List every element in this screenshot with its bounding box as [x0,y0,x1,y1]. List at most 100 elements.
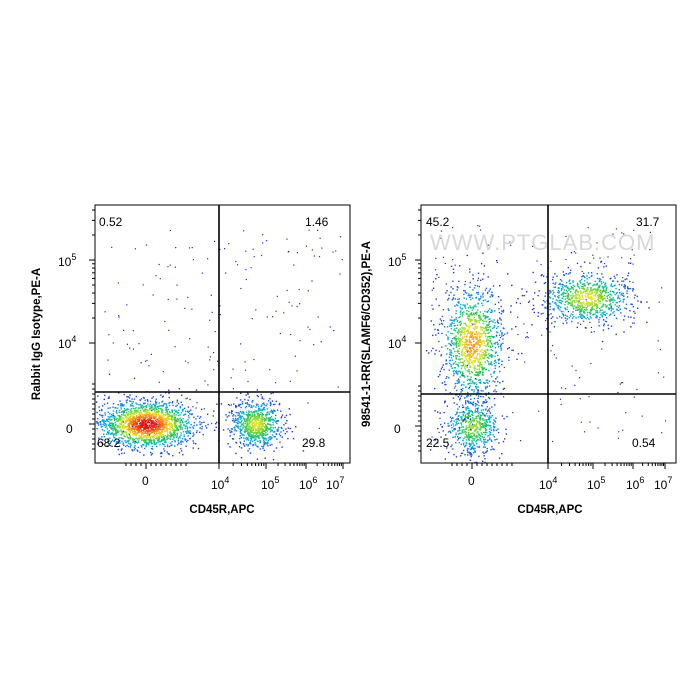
event-point [486,326,488,329]
event-point [254,438,256,441]
event-point [458,321,461,324]
event-point [457,332,459,335]
event-point [104,423,107,425]
event-point [470,402,472,405]
event-point [186,410,189,412]
event-point [146,426,148,428]
event-point [130,410,132,413]
event-point [187,411,190,413]
event-point [483,424,485,427]
event-point [615,292,618,295]
event-point [252,440,254,443]
event-point [116,441,118,443]
event-point [428,352,430,354]
event-point [491,375,493,378]
event-point [450,265,453,268]
event-point [123,411,125,413]
event-point [97,395,99,397]
event-point [500,313,503,315]
event-point [160,424,163,427]
event-point [214,240,216,242]
event-point [142,418,144,420]
event-point [460,367,463,369]
event-point [117,424,119,427]
event-point [485,354,487,357]
event-point [251,431,254,434]
event-point [490,431,492,434]
event-point [599,291,602,294]
event-point [164,419,167,421]
event-point [500,347,502,349]
event-point [634,312,636,314]
event-point [259,413,261,416]
event-point [581,313,583,316]
event-point [185,425,187,427]
event-point [480,342,483,344]
event-point [144,418,146,421]
event-point [473,352,475,354]
event-point [197,415,199,417]
event-point [462,449,465,452]
event-point [100,442,103,444]
event-point [124,414,126,417]
event-point [245,250,247,252]
event-point [260,434,262,436]
event-point [476,326,479,328]
event-point [550,317,553,319]
event-point [270,438,272,440]
event-point [474,367,476,369]
event-point [599,311,601,313]
event-point [186,429,188,431]
event-point [122,429,125,432]
event-point [135,412,137,414]
event-point [479,366,481,368]
event-point [502,309,505,312]
event-point [107,424,109,426]
event-point [266,316,268,318]
event-point [471,325,473,327]
event-point [169,431,171,433]
event-point [480,340,482,342]
event-point [622,295,625,297]
event-point [579,302,582,304]
event-point [471,412,474,414]
event-point [241,412,243,414]
event-point [579,308,581,310]
event-point [132,348,134,350]
event-point [173,418,176,420]
event-point [186,432,188,435]
event-point [458,339,461,342]
event-point [468,409,471,411]
event-point [171,440,173,443]
event-point [552,298,554,300]
event-point [150,441,153,444]
event-point [484,428,487,430]
event-point [253,444,255,446]
event-point [454,371,457,373]
event-point [175,419,177,421]
event-point [551,322,553,324]
event-point [485,345,487,347]
event-point [455,312,457,315]
event-point [562,271,564,273]
event-point [489,340,491,342]
event-point [494,347,497,349]
event-point [175,422,177,424]
event-point [278,402,281,405]
event-point [470,378,472,380]
event-point [458,428,461,430]
event-point [481,433,483,435]
event-point [465,357,468,360]
event-point [461,352,463,354]
event-point [566,291,569,293]
event-point [165,403,168,405]
event-point [568,297,571,299]
event-point [110,419,112,421]
event-point [465,420,468,423]
event-point [616,308,618,310]
event-point [123,452,126,454]
event-point [579,305,581,308]
event-point [126,420,128,422]
event-point [181,394,183,396]
event-point [485,340,487,343]
